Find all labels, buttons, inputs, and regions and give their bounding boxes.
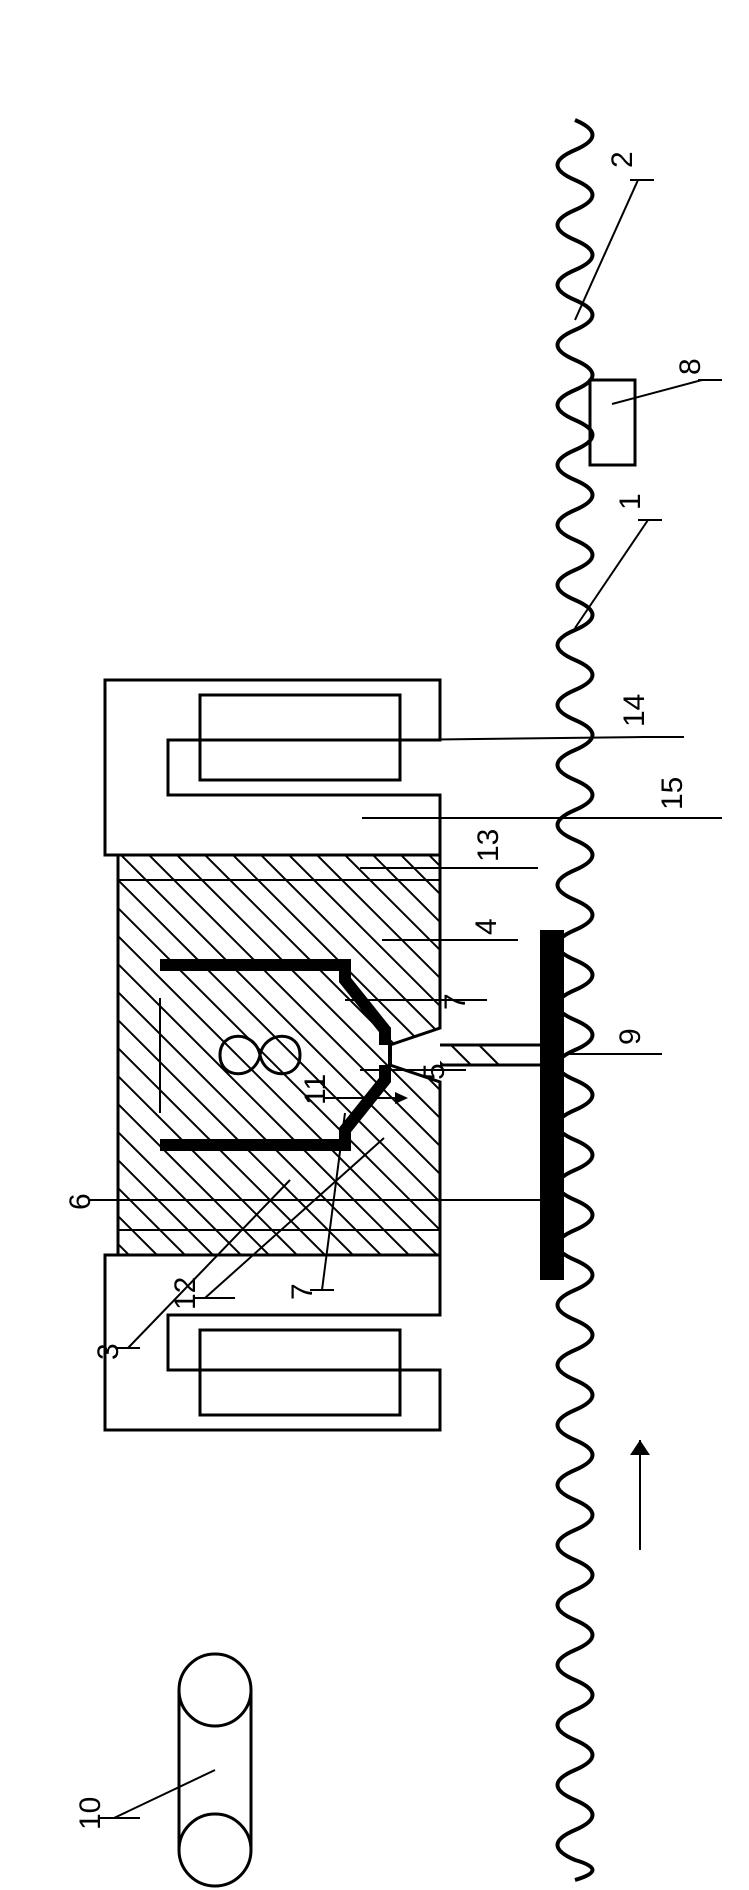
main-assembly xyxy=(50,0,564,1890)
label-2: 2 xyxy=(606,151,639,168)
label-9: 9 xyxy=(614,1028,647,1045)
u-channel-bottom xyxy=(105,1255,440,1430)
label-11: 11 xyxy=(299,1074,332,1105)
label-texts: 1234568910111213141577 xyxy=(64,151,707,1830)
label-7: 7 xyxy=(439,993,472,1010)
label-10: 10 xyxy=(74,1797,107,1830)
component-14-mirror xyxy=(200,1330,400,1415)
u-channel-top xyxy=(105,680,440,855)
label-15: 15 xyxy=(656,777,689,810)
label-13: 13 xyxy=(472,829,505,862)
direction-arrow xyxy=(630,1440,650,1550)
hatched-body xyxy=(50,0,500,1890)
label-8: 8 xyxy=(674,358,707,375)
labels xyxy=(88,180,722,1818)
label-12: 12 xyxy=(169,1277,202,1310)
component-8 xyxy=(590,380,635,465)
label-4: 4 xyxy=(470,918,503,935)
component-4 xyxy=(220,1036,300,1074)
component-6 xyxy=(540,930,564,1280)
label-6: 6 xyxy=(64,1193,97,1210)
label-1: 1 xyxy=(614,493,647,510)
component-14 xyxy=(200,695,400,780)
label-5: 5 xyxy=(418,1063,451,1080)
label-3: 3 xyxy=(92,1343,125,1360)
label-14: 14 xyxy=(618,694,651,727)
schematic-diagram: 1234568910111213141577 xyxy=(0,0,749,1890)
label-7: 7 xyxy=(286,1283,319,1300)
